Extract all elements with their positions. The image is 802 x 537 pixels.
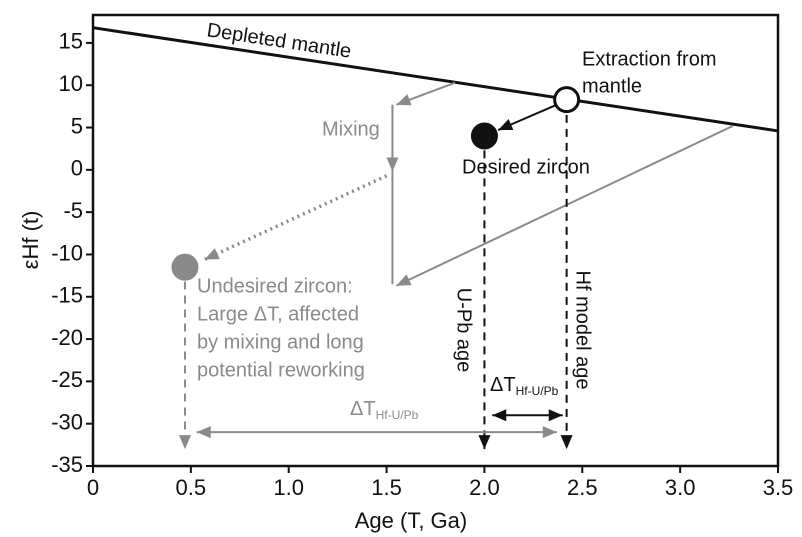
x-tick-label: 3.0: [665, 475, 696, 500]
x-tick-label: 2.0: [469, 475, 500, 500]
extraction-label: Extraction from: [582, 48, 716, 70]
arrow-head: [178, 435, 191, 450]
arrow: [203, 174, 388, 262]
delta-t-subscript: Hf-U/Pb: [516, 384, 559, 398]
arrow-head: [196, 426, 211, 439]
arrow-head: [498, 119, 514, 131]
arrow-head: [204, 248, 220, 260]
delta-t-label: ΔTHf-U/Pb: [350, 398, 419, 422]
x-tick-label: 0: [87, 475, 99, 500]
y-tick-label: 15: [59, 29, 83, 54]
arrow-head: [396, 274, 412, 286]
point: [470, 122, 498, 150]
arrow-head: [548, 409, 563, 422]
y-tick-label: -35: [51, 452, 83, 477]
y-tick-label: -10: [51, 240, 83, 265]
undesired-label: Large ΔT, affected: [197, 303, 359, 325]
y-tick-label: -5: [63, 198, 83, 223]
mantle-line: [92, 26, 779, 133]
x-tick-label: 1.0: [273, 475, 304, 500]
x-tick-label: 3.5: [763, 475, 794, 500]
upb-age-label: U-Pb age: [453, 288, 475, 373]
undesired-label: potential reworking: [197, 359, 365, 381]
delta-t-label: ΔTHf-U/Pb: [490, 374, 559, 398]
plot-frame: [91, 13, 780, 468]
arrow-head: [492, 409, 507, 422]
x-tick-label: 0.5: [176, 475, 207, 500]
y-tick-label: -30: [51, 410, 83, 435]
delta-t-subscript: Hf-U/Pb: [376, 408, 419, 422]
arrow-head: [396, 94, 412, 106]
y-axis-label: εHf (t): [18, 211, 43, 270]
arrow-head: [478, 435, 491, 450]
x-tick-label: 2.5: [567, 475, 598, 500]
x-tick-label: 1.5: [371, 475, 402, 500]
y-tick-label: 5: [71, 113, 83, 138]
point: [553, 86, 581, 114]
desired-label: Desired zircon: [462, 156, 590, 178]
undesired-label: by mixing and long: [197, 331, 364, 353]
y-tick-label: 0: [71, 156, 83, 181]
extraction-label: mantle: [582, 75, 642, 97]
arrow-head: [560, 435, 573, 450]
delta-t: ΔT: [350, 398, 376, 420]
y-tick-label: -15: [51, 283, 83, 308]
y-tick-label: 10: [59, 71, 83, 96]
x-axis-label: Age (T, Ga): [355, 508, 467, 533]
delta-t: ΔT: [490, 374, 516, 396]
undesired-label: Undesired zircon:: [197, 275, 353, 297]
arrow-head: [386, 157, 399, 172]
arrow-head: [542, 426, 557, 439]
y-tick-label: -25: [51, 367, 83, 392]
arrow: [395, 124, 734, 287]
mixing-label: Mixing: [322, 118, 380, 140]
hf-model-age-label: Hf model age: [572, 271, 594, 390]
point: [171, 253, 199, 281]
y-tick-label: -20: [51, 325, 83, 350]
